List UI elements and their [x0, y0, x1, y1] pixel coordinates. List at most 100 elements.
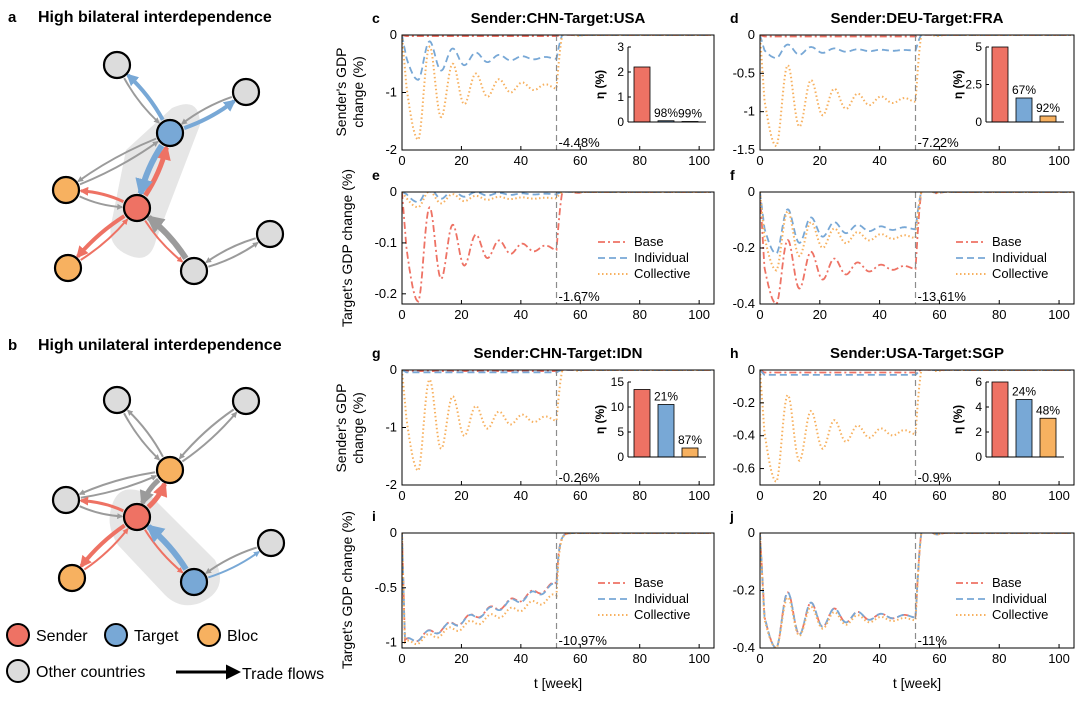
x-tick-label: 60	[932, 153, 946, 168]
node-bloc	[155, 455, 185, 485]
chart-h: h Sender:USA-Target:SGP-0.9%0 20 40 60 80 1000…	[730, 345, 1075, 503]
legend-label-base: Base	[992, 575, 1022, 590]
x-tick-label: 60	[932, 488, 946, 503]
y-tick-label: -0.2	[733, 395, 755, 410]
x-tick-label: 0	[398, 488, 405, 503]
x-tick-label: 20	[813, 153, 827, 168]
y-tick-label: -0.5	[733, 65, 755, 80]
legend-target-swatch	[104, 623, 128, 647]
inset-y-label: η (%)	[593, 70, 607, 99]
panel-letter: e	[372, 167, 380, 183]
inset-chart: 98% 99% 0 1 2 3 η (%)	[593, 40, 710, 129]
series-collective	[402, 35, 711, 142]
y-tick-label: -0.4	[733, 640, 755, 655]
x-tick-label: 80	[632, 651, 646, 666]
series-collective	[760, 35, 1071, 148]
panel-letter: h	[730, 345, 739, 361]
flow-top-target-fwd	[123, 77, 160, 124]
legend-other-label: Other countries	[36, 664, 145, 681]
inset-background	[952, 43, 1068, 128]
target-y-label-top: Target's GDP change (%)	[339, 169, 355, 327]
flow-sender-lb-back	[80, 218, 129, 261]
cutoff-label: -7.22%	[918, 135, 960, 150]
x-tick-label: 20	[454, 307, 468, 322]
legend-label-base: Base	[634, 575, 664, 590]
x-tick-label: 80	[992, 307, 1006, 322]
flow-target-bl-back	[79, 140, 159, 186]
panel-a-letter: a	[8, 9, 17, 26]
node-other	[231, 77, 261, 107]
flow-top-bloc-fwd	[123, 412, 161, 461]
flow-bl-sender-fwd	[79, 505, 124, 520]
flow-bloc-tr-fwd	[181, 411, 238, 463]
legend-label-collective: Collective	[992, 266, 1048, 281]
x-tick-label: 40	[872, 153, 886, 168]
chart-title: Sender:DEU-Target:FRA	[830, 10, 1003, 27]
inset-y-label: η (%)	[593, 405, 607, 434]
inset-bar	[1015, 399, 1033, 458]
y-tick-label: -0.2	[375, 286, 397, 301]
legend-other-swatch	[6, 659, 30, 683]
inset-y-tick-label: 2	[975, 425, 982, 439]
inset-bar	[657, 404, 675, 458]
legend-sender-swatch	[6, 623, 30, 647]
node-bloc	[57, 563, 87, 593]
y-tick-label: -0.6	[733, 461, 755, 476]
flow-sender-target-back	[145, 524, 189, 571]
network-b	[51, 385, 286, 606]
x-tick-label: 0	[756, 488, 763, 503]
x-tick-label: 40	[872, 488, 886, 503]
flow-sender-target-back	[135, 143, 165, 197]
legend-bloc-label: Bloc	[227, 628, 258, 645]
y-tick-label: -1.5	[733, 142, 755, 157]
flow-sender-bloc-back	[139, 478, 161, 506]
x-tick-label: 60	[573, 153, 587, 168]
x-tick-label: 80	[992, 651, 1006, 666]
node-other	[256, 528, 286, 558]
legend-sender-label: Sender	[36, 628, 88, 645]
axes-frame	[401, 191, 715, 305]
target-y-label-bottom: Target's GDP change (%)	[339, 511, 355, 669]
inset-y-tick-label: 15	[611, 375, 625, 389]
y-tick-label: -2	[385, 477, 397, 492]
node-other	[102, 50, 132, 80]
y-tick-label: -1	[385, 85, 397, 100]
inset-y-tick-label: 6	[975, 375, 982, 389]
x-tick-label: 20	[813, 488, 827, 503]
inset-bar	[1015, 97, 1033, 123]
series-individual	[402, 533, 711, 643]
flow-sender-bc-back	[145, 214, 189, 261]
x-axis-label-right: t [week]	[893, 675, 941, 691]
inset-bar-label: 87%	[678, 433, 702, 447]
inset-bar-label: 24%	[1012, 385, 1036, 399]
flow-bloc-bl-back	[80, 475, 158, 499]
flow-top-bloc-back	[126, 409, 164, 458]
flow-sender-lb-back	[83, 527, 129, 571]
inset-y-tick-label: 4	[975, 400, 982, 414]
series-collective	[760, 533, 1071, 648]
x-tick-label: 80	[632, 488, 646, 503]
x-tick-label: 20	[454, 488, 468, 503]
x-tick-label: 20	[454, 651, 468, 666]
panel-a-title: High bilateral interdependence	[38, 9, 272, 26]
y-tick-label: 0	[390, 525, 397, 540]
x-tick-label: 80	[632, 307, 646, 322]
inset-y-tick-label: 10	[611, 400, 625, 414]
y-tick-label: -1	[385, 420, 397, 435]
flow-bl-sender-back	[79, 496, 124, 513]
y-tick-label: -0.2	[733, 583, 755, 598]
x-tick-label: 60	[932, 651, 946, 666]
x-tick-label: 60	[573, 488, 587, 503]
panel-letter: f	[730, 167, 735, 183]
inset-chart: 24%48% 0 2 4 6 η (%)	[951, 375, 1068, 464]
inset-y-label: η (%)	[951, 405, 965, 434]
y-tick-label: -2	[385, 142, 397, 157]
series-base	[402, 192, 711, 303]
legend-label-collective: Collective	[992, 607, 1048, 622]
cutoff-label: -0.9%	[918, 470, 952, 485]
chart-title: Sender:USA-Target:SGP	[830, 345, 1004, 362]
x-tick-label: 100	[688, 488, 710, 503]
chart-f: f -13.61% 0 20 40 60 80 100 0 -0.2 -0.4 BaseIndivid…	[730, 167, 1075, 322]
inset-y-tick-label: 5	[617, 425, 624, 439]
